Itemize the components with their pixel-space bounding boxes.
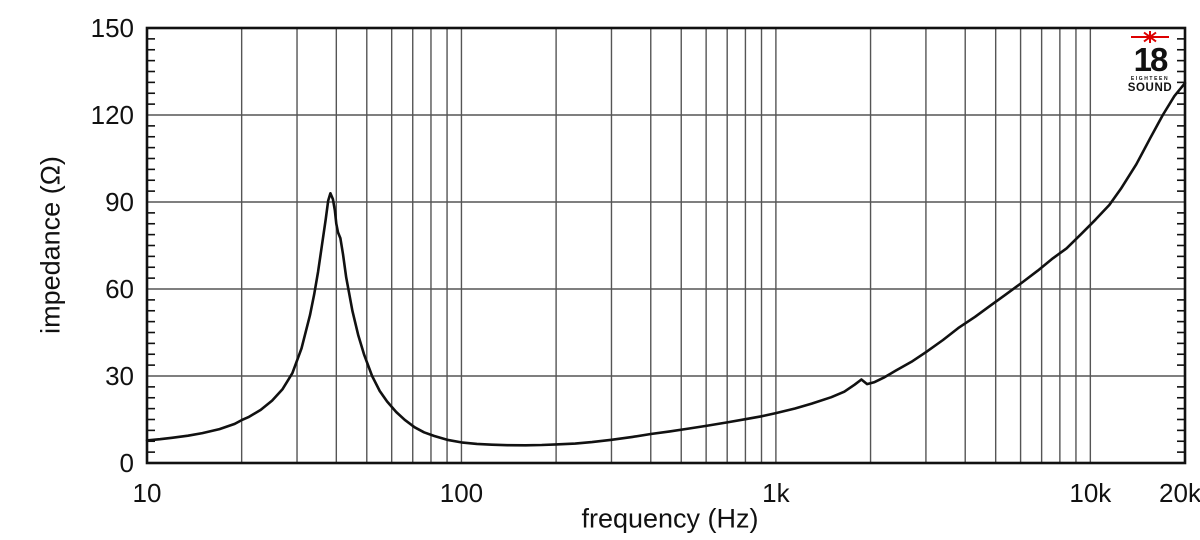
y-tick-label: 120 (91, 100, 134, 130)
y-axis-title: impedance (Ω) (35, 156, 66, 334)
y-tick-label: 150 (91, 13, 134, 43)
logo-star-icon (1131, 31, 1169, 43)
x-tick-label: 100 (440, 478, 483, 508)
y-tick-label: 90 (105, 187, 134, 217)
x-axis-title: frequency (Hz) (581, 503, 759, 534)
y-tick-label: 30 (105, 361, 134, 391)
y-tick-label: 60 (105, 274, 134, 304)
logo-brand-bottom: SOUND (1127, 81, 1173, 94)
x-tick-label: 1k (762, 478, 790, 508)
x-tick-label: 10k (1069, 478, 1112, 508)
x-tick-label: 20k (1159, 478, 1200, 508)
y-tick-label: 0 (120, 448, 134, 478)
logo-brand-top: EIGHTEEN (1130, 75, 1170, 82)
x-tick-label: 10 (133, 478, 162, 508)
eighteen-sound-logo: 18 EIGHTEEN SOUND (1126, 30, 1174, 94)
logo-number: 18 (1133, 41, 1169, 78)
plot-border (145, 26, 1187, 465)
impedance-curve (145, 81, 1187, 447)
